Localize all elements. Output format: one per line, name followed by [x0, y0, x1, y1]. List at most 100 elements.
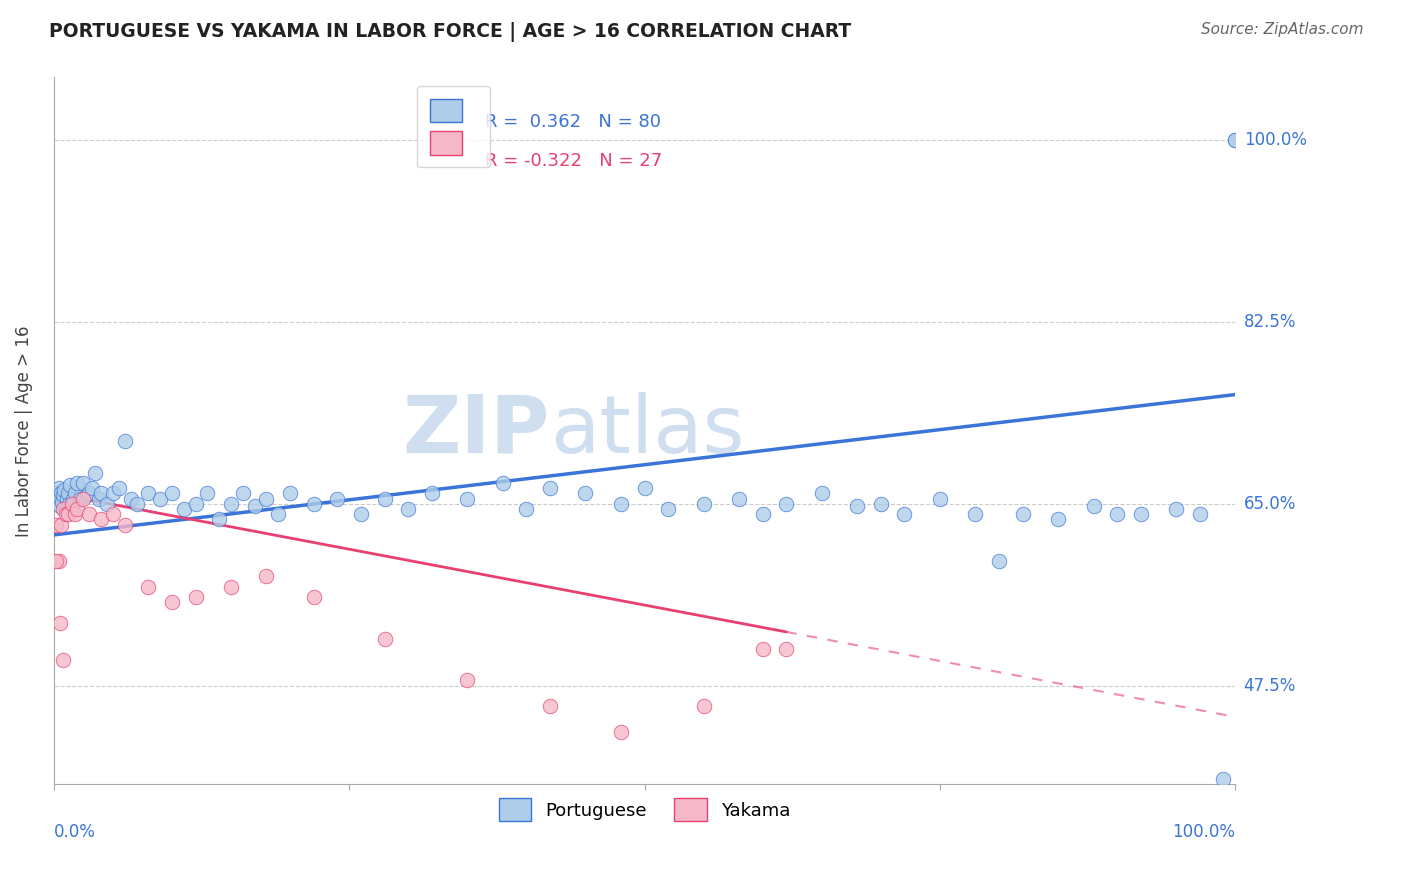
Point	[1188, 507, 1211, 521]
Text: ZIP: ZIP	[402, 392, 550, 470]
Point	[48, 499, 70, 513]
Point	[256, 569, 278, 583]
Point	[55, 502, 77, 516]
Text: 82.5%: 82.5%	[1244, 313, 1296, 331]
Text: atlas: atlas	[550, 392, 744, 470]
Point	[350, 507, 373, 521]
Point	[633, 481, 655, 495]
Point	[1225, 133, 1247, 147]
Point	[60, 497, 83, 511]
Point	[46, 491, 69, 506]
Point	[574, 486, 596, 500]
Point	[60, 502, 83, 516]
Point	[114, 517, 136, 532]
Point	[870, 497, 893, 511]
Point	[69, 491, 91, 506]
Point	[775, 642, 797, 657]
Point	[219, 580, 242, 594]
Point	[87, 491, 110, 506]
Point	[184, 497, 207, 511]
Point	[160, 595, 183, 609]
Point	[45, 554, 67, 568]
Text: 65.0%: 65.0%	[1244, 495, 1296, 513]
Point	[52, 502, 75, 516]
Point	[692, 497, 714, 511]
Point	[72, 475, 94, 490]
Point	[197, 486, 219, 500]
Point	[49, 486, 72, 500]
Point	[80, 481, 103, 495]
Point	[929, 491, 952, 506]
Point	[374, 491, 396, 506]
Point	[59, 478, 82, 492]
Point	[538, 699, 561, 714]
Point	[184, 591, 207, 605]
Point	[160, 486, 183, 500]
Point	[692, 699, 714, 714]
Point	[374, 632, 396, 646]
Point	[63, 486, 86, 500]
Point	[728, 491, 751, 506]
Point	[48, 554, 70, 568]
Point	[76, 488, 98, 502]
Point	[256, 491, 278, 506]
Point	[72, 491, 94, 506]
Point	[965, 507, 987, 521]
Point	[267, 507, 290, 521]
Point	[232, 486, 254, 500]
Text: R =  0.362   N = 80: R = 0.362 N = 80	[485, 112, 661, 131]
Point	[219, 497, 242, 511]
Point	[456, 673, 478, 688]
Point	[456, 491, 478, 506]
Point	[55, 507, 77, 521]
Point	[302, 591, 325, 605]
Point	[1107, 507, 1129, 521]
Point	[114, 434, 136, 449]
Point	[326, 491, 349, 506]
Point	[278, 486, 301, 500]
Point	[988, 554, 1011, 568]
Point	[1047, 512, 1070, 526]
Point	[84, 466, 107, 480]
Point	[138, 486, 160, 500]
Point	[58, 497, 80, 511]
Point	[44, 486, 66, 500]
Point	[149, 491, 172, 506]
Point	[1166, 502, 1188, 516]
Point	[751, 507, 773, 521]
Point	[1212, 772, 1234, 787]
Point	[302, 497, 325, 511]
Point	[48, 616, 70, 631]
Point	[48, 481, 70, 495]
Point	[1129, 507, 1152, 521]
Point	[77, 486, 100, 500]
Point	[120, 491, 142, 506]
Point	[243, 499, 266, 513]
Point	[90, 486, 112, 500]
Point	[610, 725, 633, 739]
Point	[108, 481, 131, 495]
Point	[515, 502, 537, 516]
Point	[751, 642, 773, 657]
Point	[66, 475, 89, 490]
Point	[396, 502, 419, 516]
Point	[56, 486, 79, 500]
Point	[893, 507, 915, 521]
Point	[62, 491, 84, 506]
Point	[77, 507, 100, 521]
Point	[101, 507, 124, 521]
Text: 100.0%: 100.0%	[1244, 131, 1306, 149]
Point	[63, 507, 86, 521]
Point	[90, 512, 112, 526]
Point	[101, 486, 124, 500]
Point	[492, 475, 515, 490]
Point	[49, 517, 72, 532]
Point	[208, 512, 231, 526]
Point	[66, 502, 89, 516]
Point	[138, 580, 160, 594]
Point	[657, 502, 679, 516]
Point	[45, 517, 67, 532]
Point	[56, 507, 79, 521]
Point	[53, 483, 76, 498]
Point	[420, 486, 443, 500]
